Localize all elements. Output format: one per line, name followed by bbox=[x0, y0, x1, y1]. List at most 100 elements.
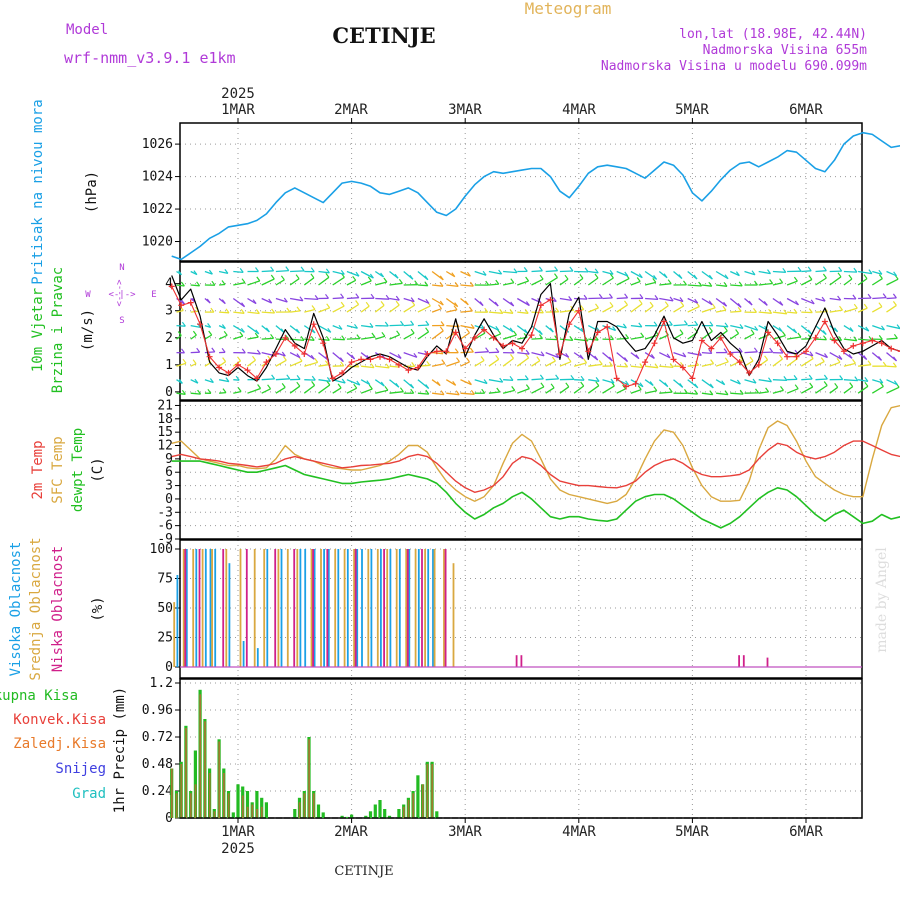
wind-speed-marker bbox=[282, 334, 289, 341]
tick-label: 0.72 bbox=[142, 730, 173, 745]
dewpoint-line bbox=[171, 460, 900, 529]
wind-barb bbox=[446, 309, 458, 313]
wind-barb bbox=[360, 280, 372, 286]
wind-barb-tick bbox=[340, 361, 345, 367]
wind-barb-tick bbox=[569, 266, 574, 272]
wind-speed-marker bbox=[698, 337, 705, 344]
cloud-ylabel-3: Niska Oblacnost bbox=[50, 546, 66, 672]
wind-barb-tick bbox=[666, 353, 671, 359]
wind-barb bbox=[801, 278, 813, 286]
wind-barb bbox=[346, 324, 358, 329]
wind-barb bbox=[588, 307, 599, 313]
precip-strat-bar bbox=[251, 804, 254, 818]
precip-strat-bar bbox=[175, 793, 178, 819]
wind-barb-tick bbox=[694, 298, 699, 304]
wind-barb-tick bbox=[441, 359, 446, 364]
tick-label: -9 bbox=[157, 532, 173, 547]
wind-barb bbox=[346, 379, 361, 386]
wind-barb bbox=[261, 297, 272, 304]
wind-speed-line bbox=[171, 275, 900, 382]
cloud-panel: 0 25 50 75 100 bbox=[150, 539, 863, 679]
wind-barb bbox=[219, 283, 226, 286]
wind-barb-tick bbox=[464, 300, 469, 306]
wind-barb bbox=[375, 281, 388, 286]
wind-barb bbox=[389, 391, 404, 394]
wind-barb-tick bbox=[470, 389, 475, 395]
wind-speed-marker bbox=[424, 351, 431, 357]
wind-barb-tick bbox=[255, 267, 259, 272]
wind-barb-tick bbox=[314, 295, 319, 300]
cloud-mid-bar bbox=[173, 602, 176, 667]
wind-barb-tick bbox=[241, 348, 246, 354]
wind-barb bbox=[829, 386, 839, 394]
wind-barb-tick bbox=[310, 335, 315, 341]
wind-barb bbox=[417, 284, 428, 287]
wind-speed-marker bbox=[339, 369, 346, 376]
wind-barb-tick bbox=[296, 375, 301, 380]
wind-barb bbox=[290, 310, 301, 313]
wind-barb-tick bbox=[300, 336, 305, 341]
precip-legend-strat: Zaledj.Kisa bbox=[13, 736, 106, 752]
cloud-high-bar bbox=[242, 641, 245, 667]
wind-barb-tick bbox=[653, 321, 658, 327]
wind-barb bbox=[801, 270, 812, 273]
tick-label: -6 bbox=[157, 519, 173, 534]
wind-barb bbox=[275, 386, 286, 394]
wind-barb-tick bbox=[340, 269, 345, 275]
wind-barb-tick bbox=[510, 278, 515, 284]
wind-speed-marker bbox=[310, 321, 317, 328]
precip-total-bar bbox=[373, 804, 377, 818]
precip-strat-bar bbox=[208, 773, 211, 818]
wind-barb bbox=[545, 387, 555, 394]
wind-barb-tick bbox=[452, 380, 457, 386]
wind-barb-tick bbox=[380, 381, 385, 387]
wind-barb bbox=[687, 351, 702, 356]
tick-label: 1026 bbox=[142, 137, 173, 152]
wind-unit: (m/s) bbox=[80, 309, 96, 351]
wind-barb-tick bbox=[239, 331, 244, 337]
wind-barb bbox=[389, 365, 400, 368]
wind-barb-tick bbox=[271, 308, 276, 314]
wind-speed-marker bbox=[859, 340, 866, 347]
wind-barb bbox=[303, 384, 315, 394]
wind-barb-tick bbox=[252, 355, 256, 361]
wind-barb bbox=[886, 337, 898, 340]
wind-barb-tick bbox=[396, 330, 401, 336]
precip-strat-bar bbox=[426, 764, 429, 818]
wind-barb-tick bbox=[823, 381, 828, 386]
wind-barb-tick bbox=[207, 388, 212, 394]
wind-barb bbox=[815, 361, 825, 367]
wind-barb-tick bbox=[807, 334, 812, 340]
wind-speed-marker bbox=[840, 348, 847, 355]
wind-barb-tick bbox=[340, 301, 345, 307]
wind-barb bbox=[346, 303, 359, 313]
wind-barb-tick bbox=[778, 327, 783, 332]
wind-barb bbox=[218, 270, 229, 275]
wind-speed-marker bbox=[358, 356, 365, 363]
wind-barb bbox=[431, 362, 445, 367]
wind-barb-tick bbox=[285, 266, 290, 271]
wind-barb bbox=[488, 311, 503, 314]
wind-barb-tick bbox=[371, 332, 376, 338]
compass-s: S bbox=[119, 316, 124, 326]
wind-barb-tick bbox=[710, 359, 715, 364]
precip-strat-bar bbox=[260, 806, 263, 819]
wind-barb bbox=[559, 361, 572, 367]
wind-barb bbox=[289, 297, 304, 302]
model-name: wrf-nmm_v3.9.1 e1km bbox=[64, 49, 236, 67]
wind-barb-tick bbox=[241, 278, 246, 284]
wind-barb-tick bbox=[853, 336, 858, 342]
tick-label: 3 bbox=[165, 304, 173, 319]
wind-speed-marker bbox=[632, 380, 639, 387]
wind-barb bbox=[559, 270, 573, 273]
wind-barb-tick bbox=[839, 375, 844, 380]
wind-barb-tick bbox=[510, 348, 515, 354]
wind-barb bbox=[474, 270, 487, 276]
wind-barb-tick bbox=[882, 361, 887, 367]
wind-barb bbox=[389, 282, 403, 286]
wind-barb-tick bbox=[853, 267, 858, 273]
wind-barb bbox=[417, 324, 429, 327]
precip-total-bar bbox=[350, 814, 354, 818]
wind-barb-tick bbox=[513, 330, 517, 336]
cloud-mid-bar bbox=[443, 549, 445, 667]
